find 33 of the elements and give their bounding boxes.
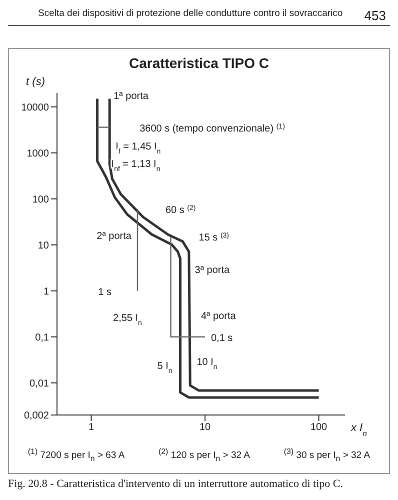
text: 453 (364, 8, 386, 23)
annotation: 4ª porta (201, 310, 236, 322)
annotation: I$_{nf}$ = 1,13 I$_{n}$ (111, 158, 160, 172)
y-tick-label: 1 (43, 286, 50, 298)
annotation: 3ª porta (194, 265, 230, 276)
text: $^{(1)}$ 7200 s per I$_{n}$ > 63 A (28, 447, 125, 464)
x-axis-title: x I$_{n}$ (350, 422, 367, 438)
annotation: 0,1 s (211, 332, 233, 344)
text: $^{(3)}$ 30 s per I$_{n}$ > 32 A (284, 447, 370, 464)
y-axis-title: t (s) (26, 76, 46, 88)
annotation: 1ª porta (114, 90, 149, 102)
annotation: 15 s $^{(3)}$ (198, 231, 230, 244)
y-tick-label: 0,1 (35, 332, 50, 344)
annotation: 10 I$_{n}$ (196, 356, 218, 370)
y-tick-label: 100 (32, 194, 50, 206)
y-tick-label: 0,002 (24, 410, 50, 422)
annotation: 2ª porta (96, 230, 132, 242)
text: Scelta dei dispositivi di protezione delle condutture contro il sovraccarico (38, 8, 343, 21)
caption: Fig. 20.8 - Caratteristica d'intervento di un interruttore automatico di tipo C. (8, 478, 344, 490)
annotation: 5 I$_{n}$ (157, 360, 172, 374)
x-tick-label: 10 (199, 422, 212, 434)
y-tick-label: 0,01 (30, 378, 50, 390)
x-tick-label: 100 (310, 422, 328, 434)
text: $^{(2)}$ 120 s per I$_{n}$ > 32 A (158, 447, 250, 464)
annotation: 3600 s (tempo convenzionale) $^{(1)}$ (140, 122, 285, 134)
y-tick-label: 1000 (26, 148, 50, 160)
y-tick-label: 10000 (21, 102, 50, 114)
annotation: 60 s $^{(2)}$ (166, 204, 196, 216)
annotation: 1 s (98, 286, 112, 298)
annotation: 2,55 I$_{n}$ (113, 312, 142, 326)
y-tick-label: 10 (38, 240, 50, 252)
x-tick-label: 1 (88, 422, 94, 434)
chart-title: Caratteristica TIPO C (128, 55, 270, 71)
